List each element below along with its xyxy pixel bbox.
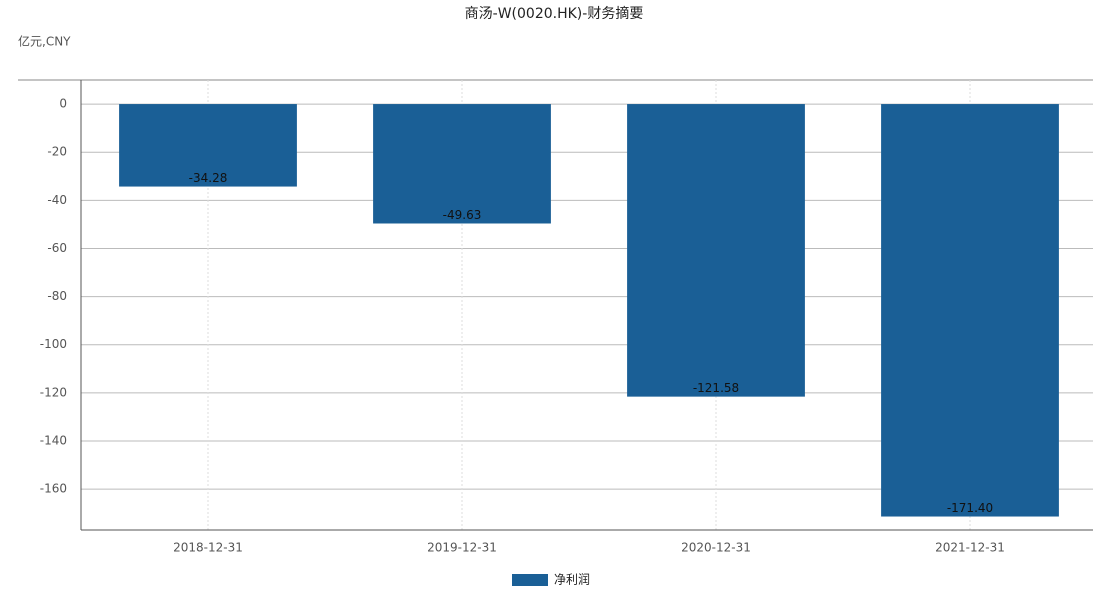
- bar: [881, 104, 1059, 517]
- y-tick-label: 0: [59, 97, 67, 111]
- value-label: -34.28: [189, 171, 228, 185]
- bar: [373, 104, 551, 224]
- legend-label: 净利润: [554, 573, 590, 587]
- value-label: -121.58: [693, 381, 739, 395]
- y-tick-label: -140: [40, 433, 67, 447]
- y-tick-label: -40: [47, 193, 67, 207]
- x-tick-label: 2020-12-31: [681, 541, 751, 555]
- y-tick-label: -120: [40, 385, 67, 399]
- x-tick-label: 2018-12-31: [173, 541, 243, 555]
- value-label: -49.63: [443, 208, 482, 222]
- unit-label: 亿元,CNY: [18, 34, 71, 49]
- value-label: -171.40: [947, 501, 993, 515]
- bar: [119, 104, 297, 187]
- x-tick-label: 2019-12-31: [427, 541, 497, 555]
- y-tick-label: -100: [40, 337, 67, 351]
- y-tick-label: -80: [47, 289, 67, 303]
- y-tick-label: -20: [47, 145, 67, 159]
- legend-swatch: [512, 574, 548, 586]
- chart-title: 商汤-W(0020.HK)-财务摘要: [465, 5, 644, 22]
- bar: [627, 104, 805, 397]
- y-tick-label: -160: [40, 482, 67, 496]
- y-tick-label: -60: [47, 241, 67, 255]
- x-tick-label: 2021-12-31: [935, 541, 1005, 555]
